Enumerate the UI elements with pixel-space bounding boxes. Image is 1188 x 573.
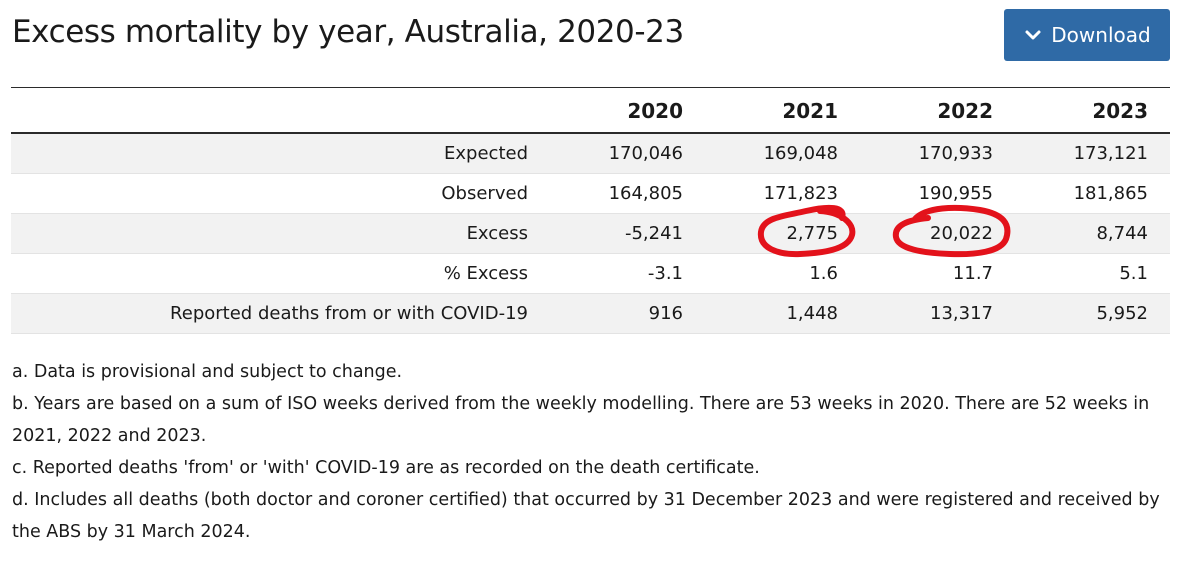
table-cell: 5.1: [1015, 253, 1170, 294]
row-label: Excess: [11, 213, 550, 254]
table-cell: 5,952: [1015, 293, 1170, 334]
table-cell: -5,241: [550, 213, 705, 254]
row-label: % Excess: [11, 253, 550, 294]
table-cell: 190,955: [860, 173, 1015, 214]
table-cell: 164,805: [550, 173, 705, 214]
table-cell: 8,744: [1015, 213, 1170, 254]
table-cell-circled: 20,022: [860, 213, 1015, 254]
table-cell: 171,823: [705, 173, 860, 214]
column-header-2020: 2020: [550, 88, 705, 134]
table-cell-circled: 2,775: [705, 213, 860, 254]
table-cell: 169,048: [705, 133, 860, 174]
table-cell: 181,865: [1015, 173, 1170, 214]
table-cell: 1,448: [705, 293, 860, 334]
column-header-2021: 2021: [705, 88, 860, 134]
row-label: Expected: [11, 133, 550, 174]
download-button-label: Download: [1051, 23, 1151, 47]
table-row-expected: Expected 170,046 169,048 170,933 173,121: [11, 133, 1170, 174]
table-header-row: 2020 2021 2022 2023: [11, 88, 1170, 134]
table-row-covid-deaths: Reported deaths from or with COVID-19 91…: [11, 293, 1170, 334]
page-title: Excess mortality by year, Australia, 202…: [12, 14, 684, 50]
column-header-2022: 2022: [860, 88, 1015, 134]
row-label: Observed: [11, 173, 550, 214]
table-cell: 170,046: [550, 133, 705, 174]
table-cell: 173,121: [1015, 133, 1170, 174]
row-label: Reported deaths from or with COVID-19: [11, 293, 550, 334]
table-cell: 170,933: [860, 133, 1015, 174]
excess-mortality-table: 2020 2021 2022 2023 Expected 170,046 169…: [11, 87, 1170, 334]
download-button[interactable]: Download: [1004, 9, 1170, 61]
table-cell: 11.7: [860, 253, 1015, 294]
footnotes: a. Data is provisional and subject to ch…: [12, 356, 1172, 548]
footnote-d: d. Includes all deaths (both doctor and …: [12, 490, 1160, 542]
column-header-blank: [11, 88, 550, 134]
footnote-b: b. Years are based on a sum of ISO weeks…: [12, 394, 1150, 446]
table-cell: 13,317: [860, 293, 1015, 334]
table-cell: 916: [550, 293, 705, 334]
footnote-a: a. Data is provisional and subject to ch…: [12, 362, 403, 382]
table-row-percent-excess: % Excess -3.1 1.6 11.7 5.1: [11, 253, 1170, 294]
table-row-excess: Excess -5,241 2,775 20,022 8,744: [11, 213, 1170, 254]
table-cell: 1.6: [705, 253, 860, 294]
chevron-down-icon: [1023, 25, 1043, 45]
footnote-c: c. Reported deaths 'from' or 'with' COVI…: [12, 458, 760, 478]
table-row-observed: Observed 164,805 171,823 190,955 181,865: [11, 173, 1170, 214]
column-header-2023: 2023: [1015, 88, 1170, 134]
table-cell: -3.1: [550, 253, 705, 294]
